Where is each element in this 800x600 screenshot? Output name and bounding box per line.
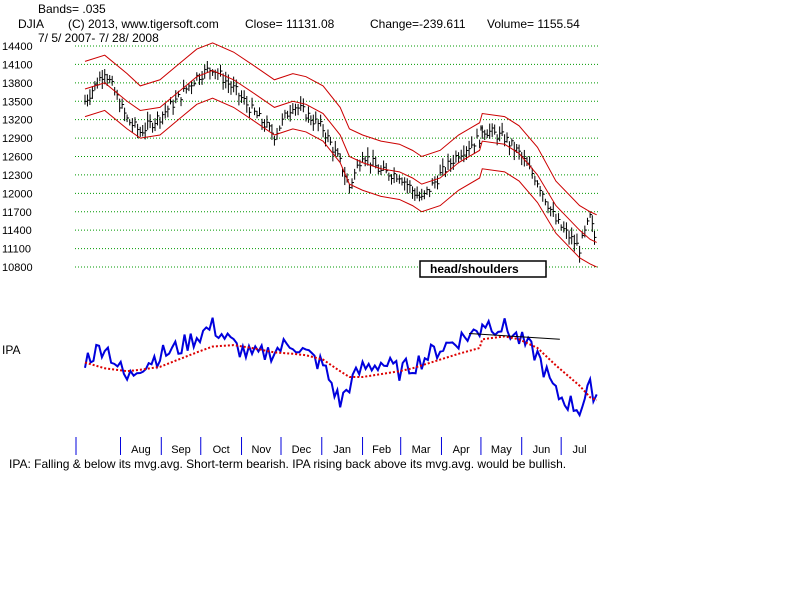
month-label: Oct — [213, 444, 230, 456]
band-upper — [84, 42, 597, 216]
ipa-moving-average — [84, 335, 598, 402]
y-tick-label: 12900 — [2, 133, 33, 145]
bands-label: Bands= .035 — [38, 2, 106, 16]
y-tick-label: 10800 — [2, 262, 33, 274]
month-label: Feb — [372, 444, 391, 456]
price-bars — [84, 60, 597, 263]
change-label: Change=-239.611 — [370, 17, 466, 31]
y-tick-label: 12000 — [2, 188, 33, 200]
annotation-box — [419, 260, 547, 278]
month-label: May — [491, 444, 512, 456]
y-tick-label: 11700 — [2, 207, 32, 219]
month-label: Nov — [251, 444, 271, 456]
month-label: Apr — [453, 444, 470, 456]
ipa-trendline — [469, 333, 560, 340]
y-tick-label: 11100 — [2, 244, 31, 256]
month-axis: Aug Sep Oct Nov Dec Jan Feb Mar Apr May Jun Jul — [75, 437, 587, 456]
symbol-label: DJIA — [18, 17, 44, 31]
month-label: Mar — [412, 444, 431, 456]
footer-note: IPA: Falling & below its mvg.avg. Short-… — [9, 457, 566, 471]
month-label: Dec — [292, 444, 312, 456]
band-middle — [84, 70, 597, 243]
price-bands — [84, 42, 597, 268]
annotation-label: head/shoulders — [430, 262, 519, 276]
month-label: Jul — [573, 444, 587, 456]
month-label: Jan — [333, 444, 351, 456]
volume-label: Volume= 1155.54 — [487, 17, 580, 31]
y-tick-label: 14400 — [2, 41, 33, 53]
y-tick-label: 12300 — [2, 170, 33, 182]
band-lower — [84, 97, 597, 268]
y-tick-label: 14100 — [2, 59, 33, 71]
copyright-label: (C) 2013, www.tigersoft.com — [68, 17, 219, 31]
ipa-label: IPA — [2, 343, 20, 357]
y-tick-label: 13500 — [2, 96, 33, 108]
date-range-label: 7/ 5/ 2007- 7/ 28/ 2008 — [38, 31, 159, 45]
close-label: Close= 11131.08 — [245, 17, 335, 31]
ipa-line — [84, 317, 598, 418]
y-tick-label: 13800 — [2, 78, 33, 90]
month-label: Aug — [131, 444, 151, 456]
y-tick-label: 13200 — [2, 115, 33, 127]
price-y-axis: 14400 14100 13800 13500 13200 12900 12600 12300… — [2, 41, 33, 274]
y-tick-label: 11400 — [2, 225, 32, 237]
month-label: Jun — [533, 444, 551, 456]
ipa-panel — [84, 317, 598, 418]
month-label: Sep — [171, 444, 191, 456]
y-tick-label: 12600 — [2, 152, 33, 164]
